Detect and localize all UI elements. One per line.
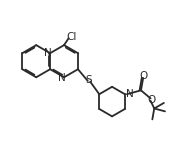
Text: N: N (44, 48, 51, 58)
Text: O: O (139, 71, 147, 80)
Text: S: S (86, 75, 92, 86)
Text: O: O (147, 95, 156, 105)
Text: N: N (57, 73, 65, 83)
Text: N: N (126, 89, 134, 99)
Text: Cl: Cl (66, 32, 77, 43)
